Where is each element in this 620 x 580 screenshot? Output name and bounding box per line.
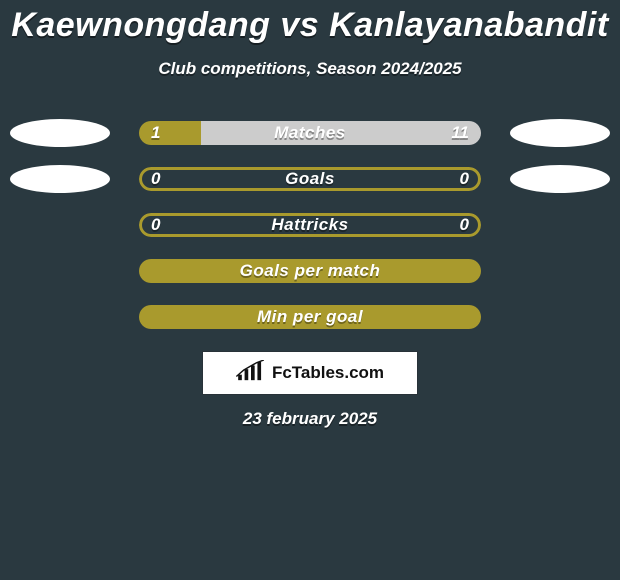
brand-badge: FcTables.com	[202, 351, 418, 395]
stat-bar: Goals0 0	[139, 167, 481, 191]
date: 23 february 2025	[0, 409, 620, 429]
stat-row: Goals per match	[0, 259, 620, 283]
stat-label: Min per goal	[139, 305, 481, 329]
stat-value-right: 0	[448, 213, 481, 237]
brand-text: FcTables.com	[272, 363, 384, 383]
stat-bar: Min per goal	[139, 305, 481, 329]
stat-bar: Hattricks0 0	[139, 213, 481, 237]
stat-value-left: 1	[139, 121, 172, 145]
subtitle: Club competitions, Season 2024/2025	[0, 59, 620, 79]
photo-placeholder-right	[510, 165, 610, 193]
stat-rows: Matches111Goals00Hattricks00Goals per ma…	[0, 121, 620, 329]
stat-bar: Goals per match	[139, 259, 481, 283]
stat-row: Min per goal	[0, 305, 620, 329]
stat-value-left: 0	[139, 167, 172, 191]
stat-label: Goals	[139, 167, 481, 191]
stat-row: Goals0 0	[0, 167, 620, 191]
stat-value-left: 0	[139, 213, 172, 237]
page-title: Kaewnongdang vs Kanlayanabandit	[0, 0, 620, 45]
stat-label: Hattricks	[139, 213, 481, 237]
bar-chart-icon	[236, 360, 266, 387]
stat-value-right: 0	[448, 167, 481, 191]
photo-placeholder-left	[10, 119, 110, 147]
stat-label: Matches	[139, 121, 481, 145]
stat-row: Matches111	[0, 121, 620, 145]
stat-bar: Matches111	[139, 121, 481, 145]
photo-placeholder-left	[10, 165, 110, 193]
stat-label: Goals per match	[139, 259, 481, 283]
stat-value-right: 11	[439, 121, 481, 145]
stat-row: Hattricks0 0	[0, 213, 620, 237]
comparison-infographic: Kaewnongdang vs Kanlayanabandit Club com…	[0, 0, 620, 580]
photo-placeholder-right	[510, 119, 610, 147]
